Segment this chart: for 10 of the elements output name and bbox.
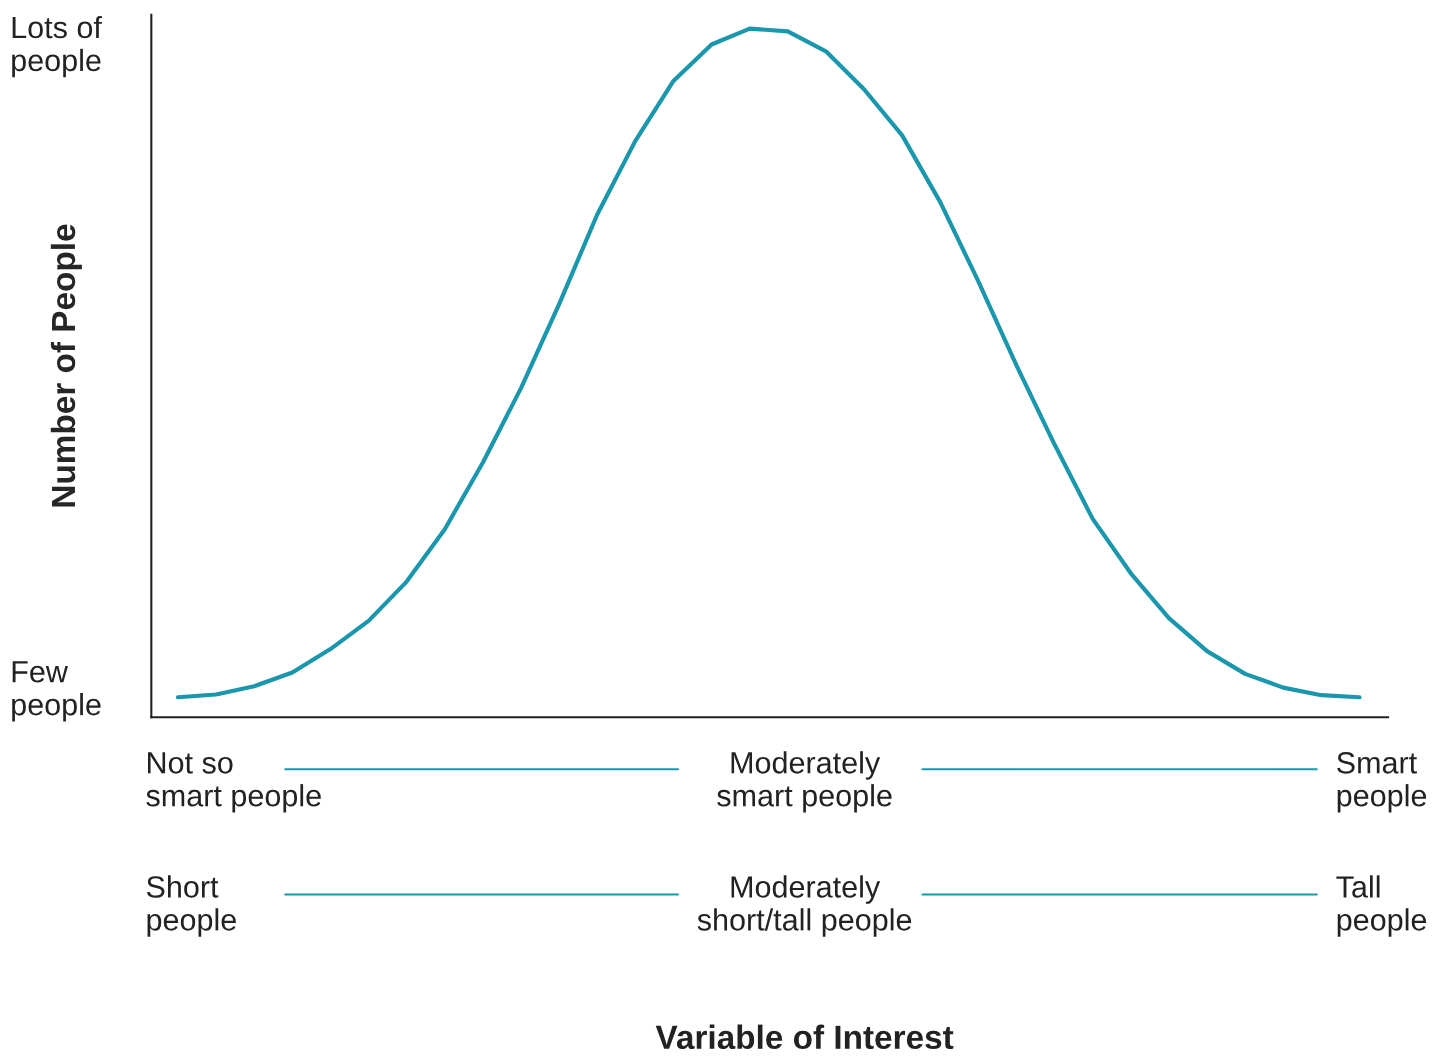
text: Moderately smart people — [717, 751, 892, 813]
text: Short people — [146, 875, 236, 937]
text: Smart people — [1337, 751, 1427, 813]
text: Few people — [12, 661, 101, 722]
y-axis-title: Number of People — [50, 224, 82, 507]
text: Tall people — [1336, 875, 1427, 937]
text: Not so smart people — [146, 752, 321, 813]
text: Variable of Interest — [655, 1024, 954, 1050]
text: Moderately short/tall people — [697, 875, 912, 937]
text: Lots of people — [12, 15, 102, 78]
